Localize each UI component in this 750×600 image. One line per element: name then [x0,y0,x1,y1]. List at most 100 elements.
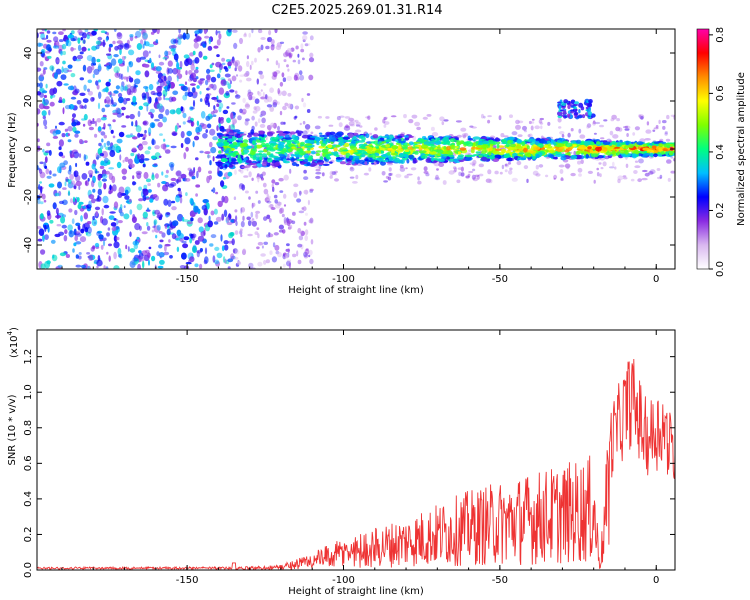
spectrogram-noise-blob [234,90,238,94]
spectrogram-halo-blob [481,113,484,119]
spectrogram-noise-blob [106,53,112,56]
spectrogram-noise-blob [52,45,60,49]
spectrogram-signal-blob [420,155,428,159]
spectrogram-noise-blob [235,220,238,227]
spectrogram-noise-blob [108,46,112,53]
spectrogram-signal-blob [501,139,507,143]
spectrogram-noise-blob [184,178,191,182]
spectrogram-signal-blob [218,135,223,139]
spectrogram-noise-blob [121,106,126,111]
spectrogram-noise-blob [156,224,161,231]
spectrogram-noise-blob [273,71,278,78]
spectrogram-signal-blob [291,162,297,166]
spectrogram-noise-blob [163,251,170,256]
spectrogram-noise-blob [45,83,48,89]
spectrogram-noise-blob [188,78,193,82]
spectrogram-noise-blob [46,260,51,265]
spectrogram-noise-blob [148,246,152,250]
spectrogram-noise-blob [272,186,275,192]
y-tick-label: 0.6 [23,455,34,471]
spectrogram-noise-blob [129,34,134,38]
spectrogram-noise-blob [261,171,266,176]
spectrogram-noise-blob [192,245,197,253]
spectrogram-halo-blob [408,119,414,124]
spectrogram-noise-blob [96,265,99,269]
y-tick-label: 0.4 [23,491,34,507]
spectrogram-noise-blob [149,122,156,129]
spectrogram-signal-blob [535,153,540,159]
spectrogram-noise-blob [255,190,259,194]
spectrogram-noise-blob [286,64,289,68]
spectrogram-noise-blob [221,195,225,203]
spectrogram-noise-blob [216,252,223,259]
spectrogram-noise-blob [174,125,178,133]
spectrogram-harmonic-blob [587,102,592,108]
spectrogram-halo-blob [382,118,386,124]
spectrogram-halo-blob [634,165,641,169]
spectrogram-noise-blob [200,231,206,237]
spectrogram-noise-blob [212,136,218,141]
spectrogram-noise-blob [94,206,101,211]
spectrogram-noise-blob [83,212,89,220]
spectrogram-halo-blob [381,171,386,176]
spectrogram-noise-blob [156,91,162,97]
spectrogram-noise-blob [203,29,207,35]
spectrogram-noise-blob [246,55,249,60]
spectrogram-harmonic-blob [563,99,569,104]
spectrogram-noise-blob [134,78,141,85]
spectrogram-halo-blob [666,114,670,120]
spectrogram-signal-blob [351,161,355,165]
spectrogram-signal-blob [217,163,221,168]
spectrogram-noise-blob [115,85,120,90]
spectrogram-halo-blob [558,126,562,129]
spectrogram-halo-blob [457,167,464,171]
spectrogram-noise-blob [96,118,102,123]
spectrogram-noise-blob [70,38,76,42]
spectrogram-noise-blob [116,112,123,118]
y-tick-label: 0.8 [23,420,34,436]
spectrogram-noise-blob [82,223,86,232]
spectrogram-signal-blob [237,154,241,158]
spectrogram-noise-blob [286,153,290,160]
spectrogram-halo-blob [561,134,565,138]
spectrogram-noise-blob [293,183,299,188]
spectrogram-signal-blob [429,147,435,152]
spectrogram-noise-blob [41,37,47,40]
spectrogram-noise-blob [77,44,82,52]
spectrogram-noise-blob [257,241,264,246]
spectrogram-halo-blob [599,173,602,178]
spectrogram-noise-blob [243,175,249,178]
spectrogram-halo-blob [538,164,544,168]
spectrogram-noise-blob [287,92,292,97]
spectrogram-noise-blob [107,91,112,95]
spectrogram-noise-blob [272,102,278,108]
snr-frame [36,329,676,571]
spectrogram-noise-blob [158,105,165,113]
spectrogram-noise-blob [303,254,309,259]
spectrogram-noise-blob [192,244,197,252]
spectrogram-noise-blob [237,261,242,265]
spectrogram-harmonic-blob [573,111,579,116]
spectrogram-noise-blob [239,228,243,232]
spectrogram-noise-blob [297,53,300,58]
spectrogram-halo-blob [517,120,524,124]
spectrogram-signal-blob [304,150,312,154]
spectrogram-noise-blob [151,155,157,160]
spectrogram-noise-blob [131,147,137,152]
spectrogram-harmonic-blob [558,105,562,111]
colorbar-gradient [696,28,710,270]
snr-series-line [37,358,675,570]
spectrogram-noise-blob [212,255,216,263]
spectrogram-signal-blob [585,153,589,159]
spectrogram-noise-blob [227,61,232,67]
spectrogram-noise-blob [282,105,287,111]
spectrogram-noise-blob [186,221,193,225]
spectrogram-halo-blob [531,118,535,121]
spectrogram-noise-blob [158,155,162,158]
spectrogram-halo-blob [617,175,624,181]
spectrogram-halo-blob [649,169,656,175]
spectrogram-noise-blob [108,43,113,48]
spectrogram-noise-blob [101,218,108,226]
spectrogram-signal-blob [457,151,462,155]
spectrogram-noise-blob [299,74,305,81]
